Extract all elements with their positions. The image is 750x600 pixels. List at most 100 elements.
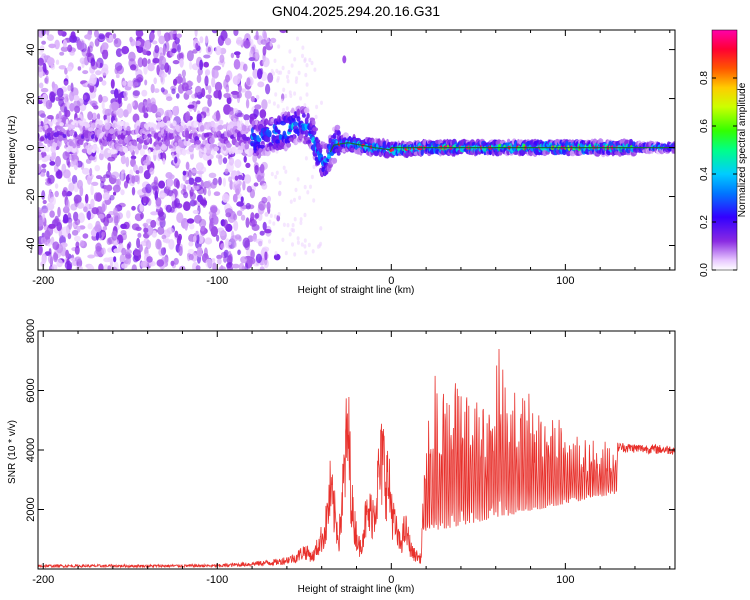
spectrogram-cell <box>257 68 263 80</box>
spectrogram-cell <box>121 46 130 55</box>
spectrogram-cell <box>171 48 177 54</box>
spectrogram-cell <box>265 136 271 143</box>
spectrogram-cell <box>79 185 84 197</box>
spectrogram-cell <box>135 120 141 128</box>
spectrogram-cell <box>220 147 224 154</box>
spectrogram-cell <box>217 124 224 131</box>
spectrogram-cell <box>54 137 58 143</box>
spectrogram-cell <box>46 30 50 36</box>
spectrogram-cell <box>73 95 80 102</box>
spectrogram-cell <box>55 155 61 167</box>
spectrogram-cell <box>182 173 186 182</box>
spectrogram-cell <box>55 59 60 65</box>
spectrogram-cell <box>218 119 224 126</box>
spectrogram-cell <box>240 196 244 203</box>
spectrogram-cell <box>71 229 79 236</box>
spectrogram-cell <box>204 35 209 44</box>
spectrogram-cell <box>299 96 303 101</box>
spectrogram-cell <box>47 254 54 264</box>
spectrogram-cell <box>74 105 81 114</box>
spectrogram-cell <box>97 213 105 219</box>
spectrogram-cell <box>267 72 274 83</box>
spectrogram-cell <box>334 124 341 131</box>
spectrogram-cell <box>261 99 268 110</box>
spectrogram-cell <box>273 214 277 219</box>
spectrogram-cell <box>161 144 166 150</box>
spectrogram-cell <box>66 66 73 72</box>
spectrogram-cell <box>312 127 319 132</box>
spectrogram-cell <box>62 133 67 138</box>
spectrogram-cell <box>309 184 312 189</box>
spectrogram-cell <box>49 91 56 102</box>
spectrogram-cell <box>95 192 103 202</box>
spectrogram-cell <box>111 101 119 111</box>
spectrogram-cell <box>174 156 178 164</box>
spectrogram-cell <box>121 247 127 256</box>
spectrogram-cell <box>38 121 41 126</box>
spectrogram-cell <box>195 42 199 50</box>
spectrogram-cell <box>299 220 303 226</box>
spectrogram-cell <box>222 193 230 203</box>
spectrogram-cell <box>233 133 238 138</box>
spectrogram-cell <box>158 180 166 189</box>
spectrogram-cell <box>245 162 251 168</box>
spectrogram-cell <box>57 30 63 36</box>
spectrogram-cell <box>113 37 122 48</box>
spectrogram-cell <box>177 84 185 94</box>
spectrogram-cell <box>49 210 55 218</box>
spectrogram-cell <box>288 232 292 237</box>
spectrogram-cell <box>189 223 195 230</box>
spectrogram-cell <box>98 76 103 82</box>
spectrogram-cell <box>287 70 291 75</box>
spectrogram-cell <box>40 87 49 93</box>
spectrogram-cell <box>205 69 211 76</box>
spectrogram-cell <box>158 35 166 45</box>
spectrogram-cell <box>43 155 51 161</box>
spectrogram-cell <box>205 258 213 268</box>
spectrogram-cell <box>48 223 56 229</box>
spectrogram-cell <box>225 86 230 93</box>
spectrogram-cell <box>272 101 276 106</box>
spectrogram-cell <box>259 163 265 174</box>
spectrogram-cell <box>101 95 109 103</box>
spectrogram-cell <box>56 259 63 268</box>
spectrogram-cell <box>140 260 148 268</box>
spectrogram-cell <box>125 156 130 168</box>
spectrogram-cell <box>242 237 250 249</box>
spectrogram-cell <box>196 113 202 123</box>
spectrogram-cell <box>135 226 142 231</box>
spectrogram-cell <box>41 213 46 223</box>
spectrogram-cell <box>150 211 159 216</box>
spectrogram-cell <box>233 183 241 189</box>
spectrogram-cell <box>164 139 171 147</box>
spectrogram-cell <box>58 65 67 70</box>
spectrogram-cell <box>102 203 106 213</box>
spectrogram-cell <box>87 264 95 270</box>
spectrogram-cell <box>177 44 181 53</box>
spectrogram-cell <box>48 43 57 49</box>
spectrogram-cell <box>228 253 233 263</box>
spectrogram-cell <box>305 92 309 97</box>
spectrogram-cell <box>314 114 318 120</box>
spectrogram-cell <box>259 109 267 119</box>
spectrogram-cell <box>207 46 212 53</box>
spectrogram-cell <box>174 142 178 147</box>
spectrogram-cell <box>123 90 128 98</box>
spectrogram-cell <box>159 121 165 128</box>
spectrogram-cell <box>230 52 235 59</box>
spectrogram-cell <box>152 149 158 156</box>
spectrogram-cell <box>252 153 258 163</box>
spectrogram-cell <box>213 191 221 196</box>
spectrogram-cell <box>276 215 281 222</box>
spectrogram-cell <box>160 247 166 256</box>
spectrogram-cell <box>139 203 145 212</box>
spectrogram-cell <box>70 203 78 211</box>
spectrogram-cell <box>257 81 265 88</box>
spectrogram-cell <box>244 262 249 270</box>
spectrogram-cell <box>187 248 195 254</box>
spectrogram-cell <box>152 40 158 45</box>
spectrogram-cell <box>276 78 280 83</box>
spectrogram-cell <box>195 230 199 236</box>
spectrogram-cell <box>184 221 188 231</box>
spectrogram-cell <box>50 155 55 162</box>
